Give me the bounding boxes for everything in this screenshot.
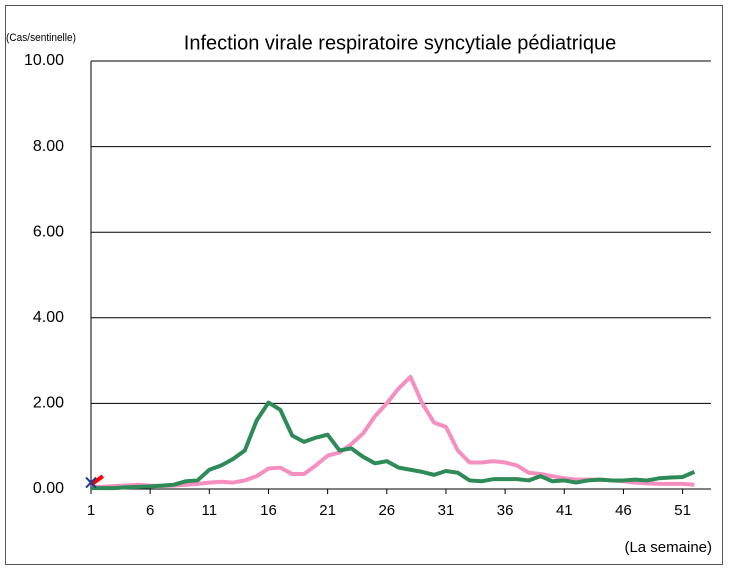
- y-tick-label: 2.00: [33, 395, 64, 412]
- chart-title: Infection virale respiratoire syncytiale…: [184, 32, 616, 54]
- x-tick-label: 26: [378, 502, 395, 519]
- x-tick-label: 11: [202, 502, 218, 519]
- x-tick-label: 16: [260, 502, 277, 519]
- marker: [85, 476, 97, 489]
- y-tick-label: 0.00: [33, 480, 64, 497]
- x-tick-label: 36: [497, 502, 514, 519]
- x-tick-label: 21: [319, 502, 336, 519]
- y-tick-label: 6.00: [33, 223, 64, 240]
- x-tick-label: 46: [615, 502, 632, 519]
- frame: [5, 5, 723, 565]
- x-tick-label: 51: [674, 502, 691, 519]
- series-line: [91, 400, 696, 491]
- x-tick-label: 1: [87, 502, 95, 519]
- x-tick-label: 6: [146, 502, 154, 519]
- y-tick-label: 10.00: [24, 52, 64, 69]
- y-tick-label: 4.00: [33, 309, 64, 326]
- y-axis-label: (Cas/sentinelle): [6, 32, 76, 44]
- x-tick-label: 31: [438, 502, 455, 519]
- x-tick-label: 41: [556, 502, 573, 519]
- y-tick-label: 8.00: [33, 138, 64, 155]
- x-axis-label: (La semaine): [624, 539, 712, 556]
